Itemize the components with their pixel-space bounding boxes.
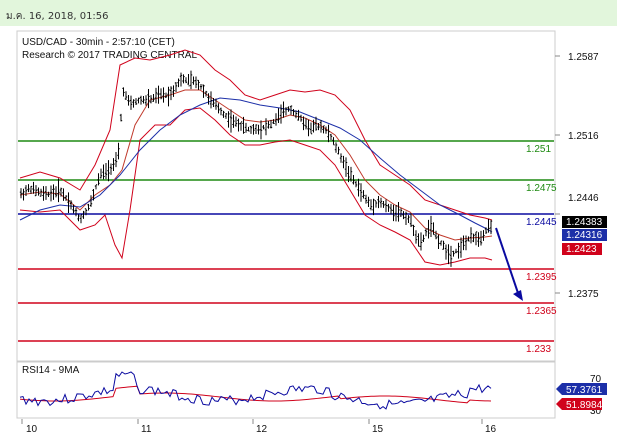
main-chart-frame <box>16 30 556 362</box>
x-axis-label: 10 <box>26 424 38 435</box>
timestamp: ม.ค. 16, 2018, 01:56 <box>6 11 109 22</box>
level-label: 1.2475 <box>526 183 557 194</box>
price-axis-label: 1.2446 <box>568 193 599 204</box>
forecast-arrow <box>495 227 523 301</box>
rsi-ma-badge: 51.8984 <box>566 400 603 411</box>
level-label: 1.233 <box>526 344 551 355</box>
rsi-axis-30: 30 <box>590 406 602 417</box>
rsi-title: RSI14 - 9MA <box>22 365 80 376</box>
rsi-axis-70: 70 <box>590 374 602 385</box>
x-axis-label: 15 <box>372 424 384 435</box>
rsi-badges: 57.3761 51.8984 <box>556 383 607 411</box>
chart-subtitle: Research © 2017 TRADING CENTRAL <box>22 50 197 61</box>
x-axis-label: 16 <box>485 424 497 435</box>
band-price-badge: 1.2423 <box>566 244 597 255</box>
price-axis-label: 1.2516 <box>568 131 599 142</box>
price-bars <box>19 70 493 267</box>
price-badges: 1.24383 1.24316 1.2423 <box>562 216 607 255</box>
x-axis-label: 12 <box>256 424 268 435</box>
chart-title: USD/CAD - 30min - 2:57:10 (CET) <box>22 37 175 48</box>
current-price-badge: 1.24383 <box>566 217 603 228</box>
level-label: 1.251 <box>526 144 551 155</box>
rsi-line <box>19 371 492 410</box>
price-axis-label: 1.2587 <box>568 52 599 63</box>
rsi-ma-line <box>19 385 492 404</box>
header-bar: ม.ค. 16, 2018, 01:56 <box>0 0 617 26</box>
x-axis-label: 11 <box>141 424 152 435</box>
moving-average-line <box>19 97 493 233</box>
bollinger-lower-band <box>19 107 493 266</box>
ma-price-badge: 1.24316 <box>566 230 603 241</box>
level-label: 1.2445 <box>526 217 557 228</box>
rsi-value-badge: 57.3761 <box>566 385 603 396</box>
level-label: 1.2365 <box>526 306 557 317</box>
price-axis-label: 1.2375 <box>568 289 599 300</box>
level-label: 1.2395 <box>526 272 557 283</box>
rsi-panel-frame <box>16 361 556 419</box>
bollinger-upper-band <box>19 49 493 221</box>
